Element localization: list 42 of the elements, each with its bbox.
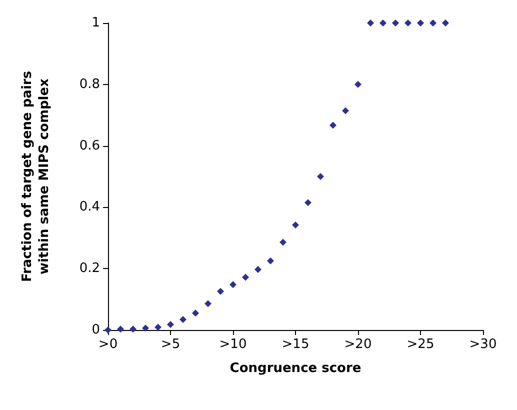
x-tick-label: >20 bbox=[344, 337, 372, 352]
point bbox=[417, 20, 424, 26]
y-tick-label: 0 bbox=[92, 322, 100, 338]
point bbox=[230, 281, 236, 288]
y-tick-label: 1 bbox=[92, 16, 100, 30]
x-axis-title: Congruence score bbox=[230, 361, 362, 376]
point bbox=[267, 257, 274, 264]
point bbox=[430, 20, 436, 26]
point bbox=[280, 238, 286, 246]
x-tick-label: >25 bbox=[406, 337, 434, 352]
point bbox=[292, 222, 299, 229]
point bbox=[192, 310, 199, 317]
point bbox=[154, 324, 162, 331]
point bbox=[142, 324, 149, 332]
point bbox=[354, 80, 362, 88]
point bbox=[330, 122, 336, 129]
x-tick-label: >30 bbox=[469, 337, 497, 352]
point bbox=[442, 20, 449, 26]
y-tick-label: 0.8 bbox=[79, 76, 100, 92]
point bbox=[167, 320, 174, 328]
point bbox=[254, 266, 262, 274]
x-tick-label: >15 bbox=[282, 337, 310, 352]
point bbox=[367, 20, 374, 26]
point bbox=[317, 173, 324, 180]
x-tick-label: >10 bbox=[219, 337, 247, 352]
point bbox=[392, 20, 399, 26]
y-tick-label: 0.6 bbox=[79, 138, 100, 154]
point bbox=[242, 274, 249, 281]
point bbox=[380, 20, 386, 26]
x-tick-label: >0 bbox=[98, 337, 118, 352]
point bbox=[342, 107, 349, 114]
point bbox=[304, 199, 312, 206]
point bbox=[117, 326, 124, 333]
y-axis-title: Fraction of target gene pairs within same MIPS complex bbox=[20, 70, 52, 282]
point bbox=[217, 288, 224, 295]
point bbox=[180, 316, 186, 324]
x-tick-label: >5 bbox=[160, 337, 180, 352]
point bbox=[204, 300, 212, 308]
y-tick-label: 0.2 bbox=[79, 261, 100, 276]
point bbox=[404, 20, 412, 26]
point bbox=[130, 326, 136, 333]
y-tick-label: 0.4 bbox=[79, 200, 100, 215]
